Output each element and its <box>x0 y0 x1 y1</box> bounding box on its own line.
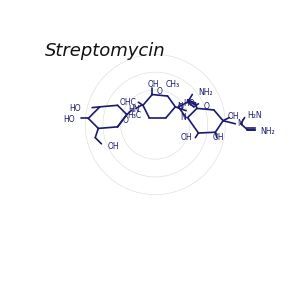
Text: OH: OH <box>181 133 192 142</box>
Text: O: O <box>203 102 209 111</box>
Text: O: O <box>123 116 129 125</box>
Text: NH₂: NH₂ <box>260 127 275 136</box>
Text: Streptomycin: Streptomycin <box>44 42 165 60</box>
Text: OH: OH <box>108 142 119 151</box>
Text: CH₃: CH₃ <box>165 80 179 89</box>
Text: HO: HO <box>69 104 81 113</box>
Text: N: N <box>180 113 186 122</box>
Text: OH: OH <box>213 133 224 142</box>
Text: H₃C: H₃C <box>127 111 141 120</box>
Text: OH: OH <box>228 112 239 121</box>
Text: O: O <box>156 87 162 96</box>
Text: O: O <box>178 103 184 112</box>
Text: NH₂: NH₂ <box>198 88 213 98</box>
Text: H₂N: H₂N <box>248 111 262 120</box>
Text: OH: OH <box>148 80 160 89</box>
Text: OHC: OHC <box>120 98 137 107</box>
Text: N: N <box>238 119 243 128</box>
Text: HO: HO <box>183 99 195 108</box>
Text: HO: HO <box>64 115 75 124</box>
Text: N: N <box>177 102 183 111</box>
Text: HN: HN <box>128 105 140 114</box>
